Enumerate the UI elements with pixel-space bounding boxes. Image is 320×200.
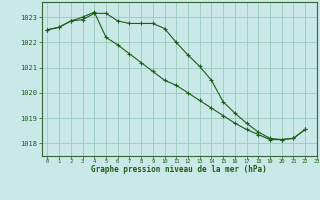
X-axis label: Graphe pression niveau de la mer (hPa): Graphe pression niveau de la mer (hPa) [91, 165, 267, 174]
